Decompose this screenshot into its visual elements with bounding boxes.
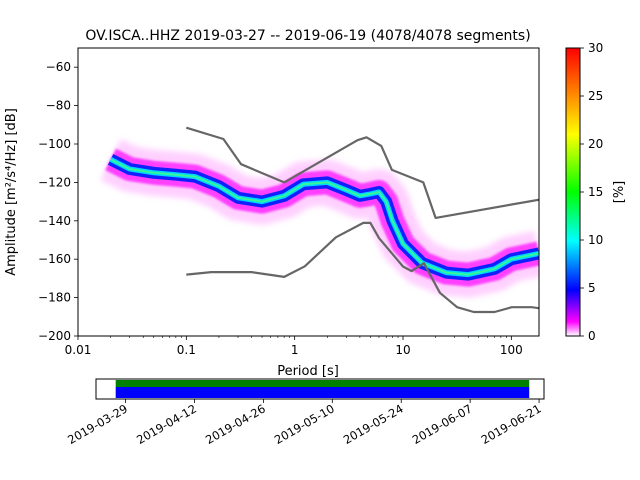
colorbar-label: [%] xyxy=(612,181,627,204)
colorbar-tick-label: 15 xyxy=(588,185,603,199)
chart-title: OV.ISCA..HHZ 2019-03-27 -- 2019-06-19 (4… xyxy=(85,28,530,44)
timeline-axis: 2019-03-29 2019-04-12 2019-04-26 2019-05-10… xyxy=(65,399,544,447)
noise-model-high xyxy=(185,126,539,219)
timeline-tick-label: 2019-03-29 xyxy=(65,401,130,447)
ppsd-density xyxy=(100,138,539,298)
y-tick-label: −60 xyxy=(46,60,71,74)
x-tick-label: 100 xyxy=(500,343,523,357)
timeline-available-bar xyxy=(115,380,530,387)
colorbar-axis: 0 5 10 15 20 25 30 xyxy=(580,41,603,343)
x-tick-label: 0.1 xyxy=(177,343,196,357)
timeline-tick-label: 2019-04-12 xyxy=(134,401,199,447)
x-tick-label: 0.01 xyxy=(65,343,92,357)
colorbar-tick-label: 0 xyxy=(588,329,596,343)
colorbar xyxy=(565,47,581,337)
density-band-peak xyxy=(110,158,539,276)
timeline-tick-label: 2019-06-21 xyxy=(479,401,544,447)
x-tick-label: 10 xyxy=(395,343,410,357)
timeline-tick-label: 2019-05-10 xyxy=(272,401,337,447)
y-tick-label: −200 xyxy=(38,329,71,343)
y-tick-label: −160 xyxy=(38,252,71,266)
timeline-tick-label: 2019-05-24 xyxy=(341,401,406,447)
x-axis: 0.01 0.1 1 10 100 xyxy=(65,336,523,357)
noise-models xyxy=(185,126,539,314)
timeline: 2019-03-29 2019-04-12 2019-04-26 2019-05-10… xyxy=(65,378,545,447)
colorbar-tick-label: 20 xyxy=(588,137,603,151)
colorbar-tick-label: 30 xyxy=(588,41,603,55)
colorbar-tick-label: 5 xyxy=(588,281,596,295)
y-axis: −200 −180 −160 −140 −120 −100 −80 −60 xyxy=(38,60,78,343)
y-tick-label: −180 xyxy=(38,291,71,305)
y-tick-label: −120 xyxy=(38,175,71,189)
noise-model-low xyxy=(186,221,539,314)
y-axis-label: Amplitude [m²/s⁴/Hz] [dB] xyxy=(4,108,19,276)
y-tick-label: −100 xyxy=(38,137,71,151)
timeline-tick-label: 2019-06-07 xyxy=(410,401,475,447)
colorbar-tick-label: 10 xyxy=(588,233,603,247)
x-axis-label: Period [s] xyxy=(277,364,339,379)
x-tick-label: 1 xyxy=(291,343,299,357)
colorbar-tick-label: 25 xyxy=(588,89,603,103)
timeline-tick-label: 2019-04-26 xyxy=(203,401,268,447)
y-tick-label: −140 xyxy=(38,214,71,228)
plot-frame xyxy=(77,47,540,337)
timeline-coverage-bar xyxy=(115,387,530,398)
y-tick-label: −80 xyxy=(46,99,71,113)
